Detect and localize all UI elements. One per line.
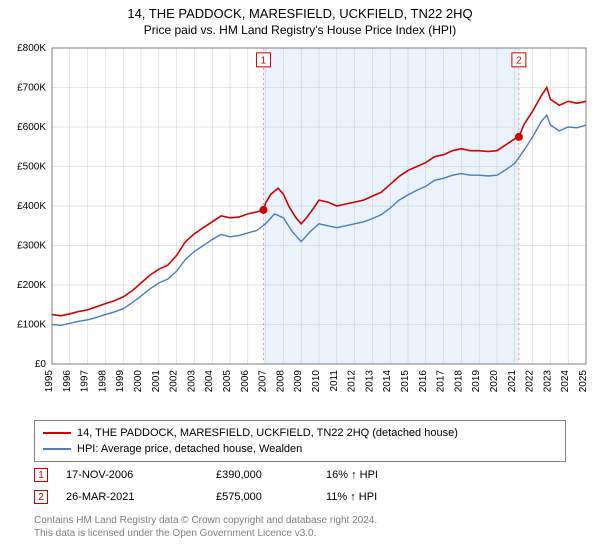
svg-text:£500K: £500K (17, 162, 46, 173)
title-line2: Price paid vs. HM Land Registry's House … (0, 23, 600, 37)
svg-text:£800K: £800K (17, 43, 46, 54)
svg-text:£400K: £400K (17, 201, 46, 212)
svg-text:2016: 2016 (418, 370, 429, 393)
legend-label-hpi: HPI: Average price, detached house, Weal… (77, 443, 302, 455)
chart-area: £0 £100K £200K £300K £400K £500K £600K £700K £80… (0, 42, 600, 412)
footer-line2: This data is licensed under the Open Gov… (34, 527, 377, 540)
svg-text:2011: 2011 (329, 370, 340, 392)
svg-text:£0: £0 (35, 359, 47, 370)
transaction-row: 1 17-NOV-2006 £390,000 16% ↑ HPI (34, 464, 566, 486)
svg-text:£100K: £100K (17, 320, 46, 331)
svg-text:2008: 2008 (275, 370, 286, 393)
svg-text:1995: 1995 (44, 370, 55, 393)
title-line1: 14, THE PADDOCK, MARESFIELD, UCKFIELD, T… (0, 6, 600, 21)
svg-text:2015: 2015 (400, 370, 411, 393)
svg-text:1999: 1999 (115, 370, 126, 393)
transaction-price: £390,000 (216, 469, 326, 481)
svg-text:2000: 2000 (133, 370, 144, 393)
svg-text:£600K: £600K (17, 122, 46, 133)
transaction-row: 2 26-MAR-2021 £575,000 11% ↑ HPI (34, 486, 566, 508)
transaction-marker-1: 1 (34, 468, 48, 482)
chart-titles: 14, THE PADDOCK, MARESFIELD, UCKFIELD, T… (0, 0, 600, 37)
svg-text:2021: 2021 (507, 370, 518, 393)
svg-text:2023: 2023 (542, 370, 553, 393)
svg-text:2005: 2005 (222, 370, 233, 393)
svg-text:2001: 2001 (151, 370, 162, 393)
svg-text:£300K: £300K (17, 241, 46, 252)
svg-text:1997: 1997 (80, 370, 91, 393)
transaction-date: 26-MAR-2021 (66, 491, 216, 503)
transaction-price: £575,000 (216, 491, 326, 503)
legend-label-property: 14, THE PADDOCK, MARESFIELD, UCKFIELD, T… (77, 427, 458, 439)
svg-text:2020: 2020 (489, 370, 500, 393)
svg-text:1: 1 (261, 55, 267, 66)
legend-item-property: 14, THE PADDOCK, MARESFIELD, UCKFIELD, T… (43, 425, 557, 441)
svg-text:£200K: £200K (17, 280, 46, 291)
svg-text:2018: 2018 (453, 370, 464, 393)
svg-text:2010: 2010 (311, 370, 322, 393)
transaction-marker-2: 2 (34, 490, 48, 504)
legend-swatch-hpi (43, 448, 71, 450)
svg-text:2009: 2009 (293, 370, 304, 393)
svg-text:2007: 2007 (258, 370, 269, 393)
svg-text:2: 2 (516, 55, 522, 66)
svg-text:2004: 2004 (204, 370, 215, 393)
svg-text:2006: 2006 (240, 370, 251, 393)
transaction-date: 17-NOV-2006 (66, 469, 216, 481)
svg-text:£700K: £700K (17, 83, 46, 94)
svg-text:2019: 2019 (471, 370, 482, 393)
svg-text:2017: 2017 (436, 370, 447, 393)
svg-text:1996: 1996 (62, 370, 73, 393)
svg-text:2012: 2012 (347, 370, 358, 393)
legend-swatch-property (43, 432, 71, 434)
svg-text:1998: 1998 (97, 370, 108, 393)
transaction-pct: 11% ↑ HPI (326, 491, 426, 503)
transaction-pct: 16% ↑ HPI (326, 469, 426, 481)
svg-text:2022: 2022 (525, 370, 536, 393)
svg-text:2024: 2024 (560, 370, 571, 393)
footer-line1: Contains HM Land Registry data © Crown c… (34, 514, 377, 527)
svg-text:2014: 2014 (382, 370, 393, 393)
legend-item-hpi: HPI: Average price, detached house, Weal… (43, 441, 557, 457)
svg-text:2003: 2003 (186, 370, 197, 393)
transactions-table: 1 17-NOV-2006 £390,000 16% ↑ HPI 2 26-MA… (34, 464, 566, 508)
svg-text:2025: 2025 (578, 370, 589, 393)
legend: 14, THE PADDOCK, MARESFIELD, UCKFIELD, T… (34, 420, 566, 462)
footer-attribution: Contains HM Land Registry data © Crown c… (34, 514, 377, 540)
svg-text:2002: 2002 (169, 370, 180, 393)
svg-text:2013: 2013 (364, 370, 375, 393)
